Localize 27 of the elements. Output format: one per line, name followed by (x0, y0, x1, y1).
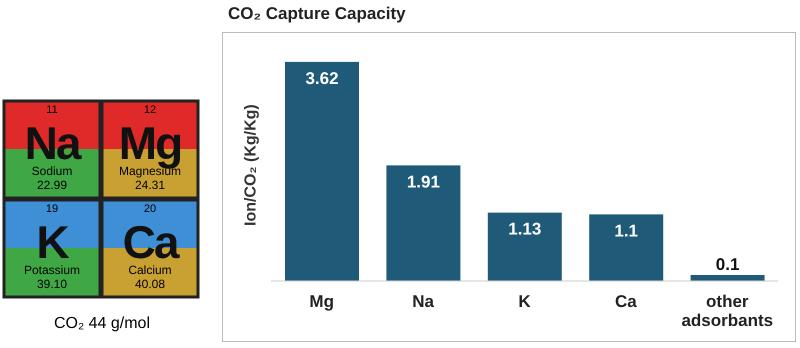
x-tick-label: other adsorbants (681, 292, 774, 330)
text: CO₂ 44 g/mol (54, 315, 150, 332)
x-tick-label: K (518, 292, 532, 311)
text: 12 (144, 104, 156, 116)
x-tick-label: Na (412, 292, 435, 311)
text: 11 (46, 104, 58, 116)
text: 40.08 (134, 277, 166, 291)
text: 19 (46, 203, 58, 215)
x-tick-label: Ca (615, 292, 638, 311)
data-label: 3.62 (305, 68, 339, 88)
text: Potassium (24, 263, 80, 277)
text: 22.99 (36, 178, 68, 192)
bar (386, 165, 460, 281)
x-tick-label: Mg (309, 292, 334, 311)
text: 24.31 (134, 178, 166, 192)
chart-title: CO₂ Capture Capacity (228, 4, 406, 24)
bar (690, 274, 765, 281)
text: 39.10 (36, 277, 68, 291)
bar (285, 62, 359, 281)
data-label: 0.1 (716, 254, 740, 274)
y-axis-title: Ion/CO₂ (Kg/Kg) (242, 104, 260, 226)
bar (488, 212, 562, 281)
text: 20 (144, 203, 156, 215)
data-label: 1.13 (508, 220, 542, 239)
data-label: 1.1 (614, 221, 638, 240)
data-label: 1.91 (406, 172, 440, 192)
bar (589, 214, 664, 281)
